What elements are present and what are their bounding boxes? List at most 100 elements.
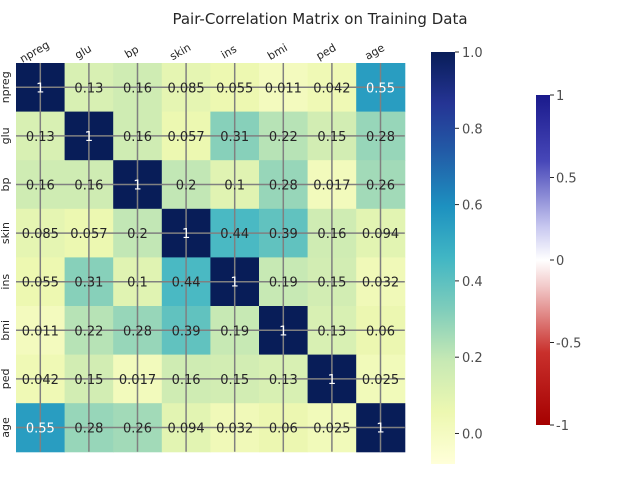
row-tick-label: npreg xyxy=(0,71,12,103)
cell-value-label: 0.2 xyxy=(127,227,148,242)
cell-value-label: 0.19 xyxy=(269,276,298,291)
cell-value-label: 0.26 xyxy=(123,422,152,437)
column-tick-label: ped xyxy=(314,41,338,63)
colorbar-tick-label: 0.6 xyxy=(462,199,483,214)
heatmap-gridlines xyxy=(16,63,405,452)
cell-value-label: 0.13 xyxy=(269,373,298,388)
heatmap-cells xyxy=(16,63,406,453)
cell-value-label: 1 xyxy=(133,179,141,194)
secondary-colorbar-tick-label: 0.5 xyxy=(556,172,577,187)
cell-value-label: 0.19 xyxy=(220,324,249,339)
cell-value-label: 1 xyxy=(376,422,384,437)
colorbar: 1.0 0.8 0.6 0.4 0.2 0.0 xyxy=(431,46,483,464)
cell-value-label: 0.28 xyxy=(123,324,152,339)
cell-value-label: 0.1 xyxy=(224,179,245,194)
cell-value-label: 0.16 xyxy=(123,130,152,145)
cell-value-label: 0.15 xyxy=(317,276,346,291)
cell-value-label: 0.22 xyxy=(269,130,298,145)
cell-value-label: 0.16 xyxy=(123,81,152,96)
cell-value-label: 0.094 xyxy=(362,227,399,242)
cell-value-label: 0.032 xyxy=(362,276,399,291)
cell-value-label: 0.06 xyxy=(269,422,298,437)
cell-value-label: 0.28 xyxy=(366,130,395,145)
cell-value-label: 0.31 xyxy=(220,130,249,145)
cell-value-label: 0.55 xyxy=(26,422,55,437)
column-tick-label: ins xyxy=(219,42,239,61)
cell-value-label: 0.16 xyxy=(317,227,346,242)
row-tick-label: skin xyxy=(0,222,12,244)
secondary-colorbar-gradient xyxy=(536,95,550,425)
cell-value-label: 1 xyxy=(328,373,336,388)
cell-value-label: 0.055 xyxy=(22,276,59,291)
row-tick-label: bp xyxy=(0,178,12,192)
cell-value-label: 0.057 xyxy=(167,130,204,145)
heatmap-cell-labels: 1 0.13 0.16 0.085 0.055 0.011 0.042 0.55 0.13 1 0.… xyxy=(22,81,399,436)
colorbar-tick-label: 0.2 xyxy=(462,351,483,366)
cell-value-label: 0.16 xyxy=(26,179,55,194)
secondary-colorbar-tick-label: 0 xyxy=(556,254,564,269)
cell-value-label: 0.011 xyxy=(265,81,302,96)
cell-value-label: 0.042 xyxy=(313,81,350,96)
cell-value-label: 0.017 xyxy=(119,373,156,388)
cell-value-label: 0.2 xyxy=(176,179,197,194)
cell-value-label: 0.055 xyxy=(216,81,253,96)
colorbar-tick-label: 0.8 xyxy=(462,122,483,137)
row-tick-label: glu xyxy=(0,127,12,144)
cell-value-label: 1 xyxy=(279,324,287,339)
cell-value-label: 0.042 xyxy=(22,373,59,388)
cell-value-label: 0.13 xyxy=(26,130,55,145)
colorbar-tick-label: 0.0 xyxy=(462,427,483,442)
cell-value-label: 0.26 xyxy=(366,179,395,194)
cell-value-label: 0.22 xyxy=(74,324,103,339)
cell-value-label: 0.55 xyxy=(366,81,395,96)
column-tick-label: bmi xyxy=(265,41,289,63)
cell-value-label: 0.16 xyxy=(172,373,201,388)
column-tick-label: glu xyxy=(73,42,94,62)
cell-value-label: 0.15 xyxy=(74,373,103,388)
secondary-colorbar: 1 0.5 0 -0.5 -1 xyxy=(536,89,581,434)
cell-value-label: 0.06 xyxy=(366,324,395,339)
cell-value-label: 0.28 xyxy=(269,179,298,194)
cell-value-label: 0.15 xyxy=(220,373,249,388)
cell-value-label: 1 xyxy=(182,227,190,242)
column-tick-label: bp xyxy=(122,43,141,61)
cell-value-label: 0.094 xyxy=(167,422,204,437)
cell-value-label: 0.025 xyxy=(313,422,350,437)
colorbar-tick-label: 0.4 xyxy=(462,275,483,290)
cell-value-label: 0.44 xyxy=(172,276,201,291)
chart-title: Pair-Correlation Matrix on Training Data xyxy=(172,10,467,28)
cell-value-label: 1 xyxy=(85,130,93,145)
row-tick-label: age xyxy=(0,417,12,438)
cell-value-label: 1 xyxy=(36,81,44,96)
cell-value-label: 0.13 xyxy=(74,81,103,96)
cell-value-label: 0.011 xyxy=(22,324,59,339)
column-tick-labels: npreg glu bp skin ins bmi ped age xyxy=(17,38,387,65)
cell-value-label: 0.025 xyxy=(362,373,399,388)
cell-value-label: 0.16 xyxy=(74,179,103,194)
cell-value-label: 0.085 xyxy=(22,227,59,242)
secondary-colorbar-tick-label: -0.5 xyxy=(556,337,581,352)
cell-value-label: 0.31 xyxy=(74,276,103,291)
cell-value-label: 0.15 xyxy=(317,130,346,145)
secondary-colorbar-tick-label: 1 xyxy=(556,89,564,104)
row-tick-label: ins xyxy=(0,274,12,290)
colorbar-tick-label: 1.0 xyxy=(462,46,483,61)
row-tick-label: bmi xyxy=(0,320,12,341)
cell-value-label: 0.39 xyxy=(269,227,298,242)
column-tick-label: npreg xyxy=(17,38,51,65)
row-tick-labels: npreg glu bp skin ins bmi ped age xyxy=(0,71,12,437)
cell-value-label: 1 xyxy=(231,276,239,291)
column-tick-label: skin xyxy=(168,41,194,63)
cell-value-label: 0.057 xyxy=(70,227,107,242)
cell-value-label: 0.39 xyxy=(172,324,201,339)
cell-value-label: 0.28 xyxy=(74,422,103,437)
cell-value-label: 0.085 xyxy=(167,81,204,96)
secondary-colorbar-tick-label: -1 xyxy=(556,419,569,434)
cell-value-label: 0.44 xyxy=(220,227,249,242)
cell-value-label: 0.017 xyxy=(313,179,350,194)
cell-value-label: 0.13 xyxy=(317,324,346,339)
row-tick-label: ped xyxy=(0,369,12,390)
cell-value-label: 0.032 xyxy=(216,422,253,437)
